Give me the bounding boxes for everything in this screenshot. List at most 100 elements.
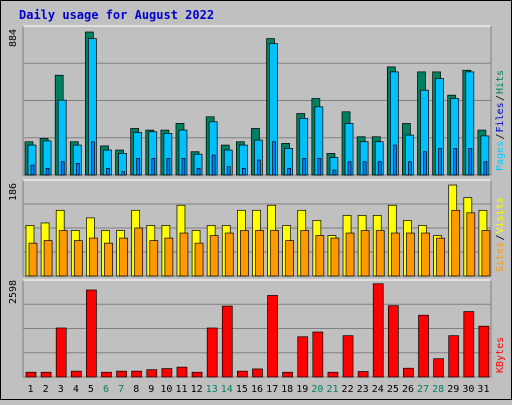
bar-sites [119,237,128,277]
bar-pages [423,151,427,176]
bar-kbytes [237,370,248,378]
x-tick-label: 13 [206,384,218,395]
x-tick-label: 7 [118,384,124,395]
bar-sites [104,242,113,277]
x-tick-label: 21 [326,384,338,395]
x-tick-label: 26 [402,384,414,395]
bar-pages [392,144,397,176]
bar-kbytes [463,311,475,378]
bar-sites [255,230,264,277]
bar-sites [149,240,159,277]
bar-kbytes [433,358,444,378]
bar-pages [242,167,246,176]
bar-pages [302,158,307,176]
bar-kbytes [191,371,203,378]
bar-sites [330,237,340,277]
legend-kbytes: KBytes [495,337,506,373]
bar-kbytes [448,335,460,378]
bar-sites [179,232,189,277]
bar-kbytes [372,283,384,378]
x-tick-label: 10 [160,384,172,395]
bar-kbytes [297,336,309,378]
y-max-label-1: 884 [8,29,19,47]
bar-pages [408,161,412,176]
x-tick-label: 15 [236,384,248,395]
bar-kbytes [342,335,354,378]
bar-sites [209,235,219,277]
bar-sites [451,209,461,277]
legend-sites: Sites [495,242,506,272]
bar-pages [438,148,442,176]
bar-sites [58,230,68,277]
legend-pages: Pages [495,141,506,171]
bar-kbytes [40,371,52,378]
y-max-label-3: 2598 [8,280,19,304]
bar-kbytes [55,327,67,378]
bar-sites [360,230,370,277]
bar-sites [224,232,234,277]
bar-pages [60,161,65,176]
bar-sites [134,227,144,277]
x-tick-label: 6 [103,384,109,395]
x-tick-label: 2 [43,384,49,395]
x-tick-label: 18 [281,384,293,395]
bar-sites [73,240,83,277]
x-tick-label: 16 [251,384,263,395]
bar-kbytes [267,295,278,378]
bar-sites [164,237,174,277]
x-tick-label: 29 [447,384,459,395]
bar-kbytes [70,370,82,378]
bar-kbytes [282,371,293,378]
bar-kbytes [312,331,324,378]
bar-pages [287,167,291,176]
bar-pages [121,171,125,176]
x-tick-label: 12 [191,384,203,395]
bar-sites [89,237,98,277]
bar-kbytes [206,327,218,378]
bar-pages [226,166,231,176]
bar-pages [347,161,352,176]
legend-separator: / [495,133,506,139]
x-tick-label: 25 [387,384,399,395]
bar-sites [421,232,430,277]
bar-pages [106,167,110,176]
bar-sites [436,237,445,277]
bar-sites [240,230,249,277]
bar-pages [166,158,171,176]
bar-pages [211,154,216,176]
x-tick-label: 3 [58,384,64,395]
bar-kbytes [252,368,263,378]
bar-pages [377,161,382,176]
bar-kbytes [387,305,399,378]
legend-separator: / [495,95,506,101]
bar-kbytes [146,369,158,378]
x-tick-label: 27 [417,384,429,395]
bar-sites [390,232,400,277]
bar-kbytes [161,368,173,378]
chart-title: Daily usage for August 2022 [19,8,214,22]
bar-pages [257,159,261,176]
bar-sites [466,212,476,277]
bar-sites [315,235,325,277]
bar-pages [45,167,50,176]
bar-kbytes [25,371,37,378]
bar-pages [272,141,276,176]
bar-pages [75,163,80,176]
x-tick-label: 30 [462,384,474,395]
bar-sites [194,242,204,277]
bar-pages [196,167,201,176]
legend-hits: Hits [495,70,506,94]
bar-pages [332,169,337,176]
bar-kbytes [357,371,369,378]
legend-files: Files [495,102,506,132]
bar-kbytes [327,371,339,378]
bar-pages [151,158,156,176]
legend-separator: / [495,234,506,240]
x-tick-label: 22 [342,384,354,395]
x-tick-label: 9 [148,384,154,395]
bar-pages [483,161,488,176]
x-tick-label: 11 [175,384,187,395]
x-tick-label: 17 [266,384,278,395]
bar-sites [270,230,279,277]
